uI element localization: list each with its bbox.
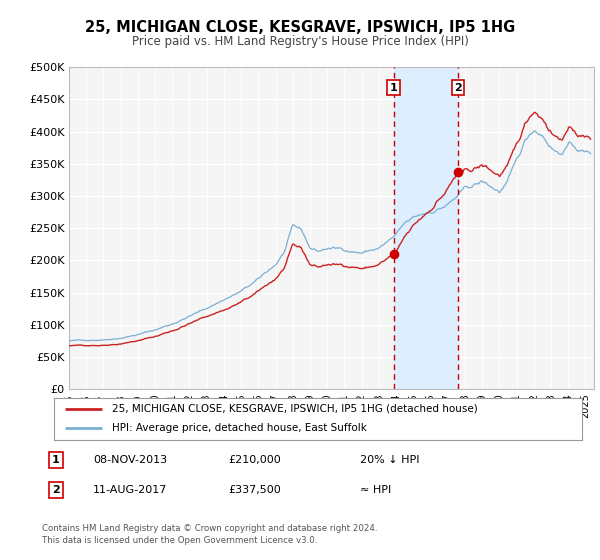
Text: 20% ↓ HPI: 20% ↓ HPI bbox=[360, 455, 419, 465]
Text: £210,000: £210,000 bbox=[228, 455, 281, 465]
Text: £337,500: £337,500 bbox=[228, 485, 281, 495]
Text: 2: 2 bbox=[454, 83, 462, 93]
Text: 1: 1 bbox=[52, 455, 59, 465]
Text: 08-NOV-2013: 08-NOV-2013 bbox=[93, 455, 167, 465]
Text: HPI: Average price, detached house, East Suffolk: HPI: Average price, detached house, East… bbox=[112, 423, 367, 433]
Text: Price paid vs. HM Land Registry's House Price Index (HPI): Price paid vs. HM Land Registry's House … bbox=[131, 35, 469, 48]
Bar bbox=[394, 67, 458, 389]
Text: 25, MICHIGAN CLOSE, KESGRAVE, IPSWICH, IP5 1HG (detached house): 25, MICHIGAN CLOSE, KESGRAVE, IPSWICH, I… bbox=[112, 404, 478, 414]
Text: Contains HM Land Registry data © Crown copyright and database right 2024.
This d: Contains HM Land Registry data © Crown c… bbox=[42, 524, 377, 545]
Text: 2: 2 bbox=[52, 485, 59, 495]
Text: 25, MICHIGAN CLOSE, KESGRAVE, IPSWICH, IP5 1HG: 25, MICHIGAN CLOSE, KESGRAVE, IPSWICH, I… bbox=[85, 20, 515, 35]
Text: 11-AUG-2017: 11-AUG-2017 bbox=[93, 485, 167, 495]
Text: ≈ HPI: ≈ HPI bbox=[360, 485, 391, 495]
Text: 1: 1 bbox=[389, 83, 397, 93]
